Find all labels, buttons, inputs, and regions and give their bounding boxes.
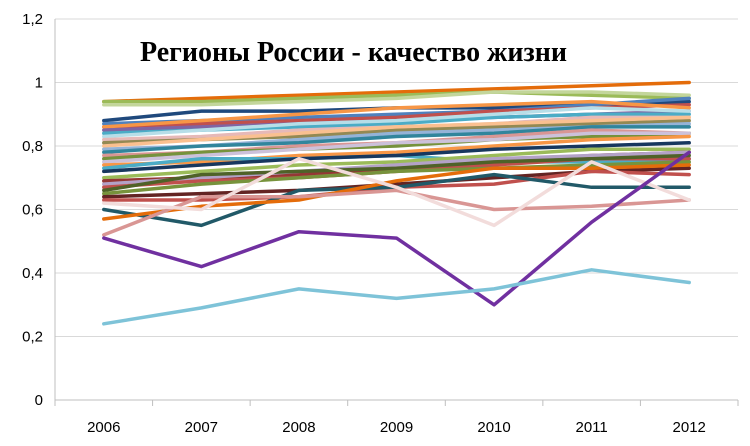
series-line-7 xyxy=(102,99,691,129)
y-tick-label: 0,4 xyxy=(22,265,43,282)
series-line-1 xyxy=(102,80,691,104)
y-tick-label: 0,6 xyxy=(22,202,43,219)
series-line-10 xyxy=(102,106,691,139)
series-line-17 xyxy=(102,131,691,161)
series-lines xyxy=(102,80,691,326)
y-tick-label: 0,8 xyxy=(22,138,43,155)
series-line-21 xyxy=(102,141,691,174)
x-tick-label: 2010 xyxy=(477,419,510,436)
series-line-2 xyxy=(102,90,691,104)
series-line-13 xyxy=(102,115,691,148)
tick-labels: 0 0,2 0,4 0,6 0,8 1 1,2 2006 2007 2008 2009 2010 201… xyxy=(22,11,706,436)
x-tick-label: 2006 xyxy=(87,419,120,436)
series-line-19 xyxy=(102,134,691,167)
x-tick-label: 2011 xyxy=(576,419,608,436)
series-line-27 xyxy=(102,160,691,196)
x-tick-label: 2009 xyxy=(380,419,413,436)
series-line-22 xyxy=(102,147,691,180)
y-tick-label: 1,2 xyxy=(22,11,43,28)
series-line-18 xyxy=(102,131,691,164)
y-tick-label: 1 xyxy=(35,75,43,92)
y-tick-label: 0,2 xyxy=(22,329,43,346)
y-tick-label: 0 xyxy=(35,392,43,409)
series-line-31 xyxy=(102,163,691,221)
series-line-35 xyxy=(102,268,691,326)
chart-title: Регионы России - качество жизни xyxy=(140,37,567,68)
series-line-33 xyxy=(102,156,691,228)
x-tick-label: 2008 xyxy=(282,419,315,436)
series-line-15 xyxy=(102,125,691,155)
series-line-24 xyxy=(102,150,691,186)
x-tick-label: 2007 xyxy=(185,419,218,436)
series-line-26 xyxy=(102,153,691,193)
axes xyxy=(54,19,739,406)
series-line-3 xyxy=(102,90,691,107)
x-tick-label: 2012 xyxy=(673,419,706,436)
series-line-34 xyxy=(102,150,691,307)
series-line-32 xyxy=(102,188,691,237)
